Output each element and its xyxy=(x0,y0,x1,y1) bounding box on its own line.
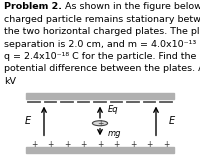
Text: E: E xyxy=(169,116,175,126)
Text: +: + xyxy=(146,140,153,149)
Text: +: + xyxy=(163,140,169,149)
Text: +: + xyxy=(113,140,120,149)
Text: q = 2.4x10⁻¹⁸ C for the particle. Find the: q = 2.4x10⁻¹⁸ C for the particle. Find t… xyxy=(4,52,196,61)
Text: Eq: Eq xyxy=(108,105,119,114)
Text: E: E xyxy=(25,116,31,126)
Text: mg: mg xyxy=(108,129,122,139)
Text: +: + xyxy=(130,140,136,149)
Circle shape xyxy=(92,121,108,126)
Text: +: + xyxy=(47,140,54,149)
Text: +: + xyxy=(80,140,87,149)
Text: potential difference between the plates. Ans: 33: potential difference between the plates.… xyxy=(4,64,200,73)
Text: +: + xyxy=(97,119,103,128)
Text: +: + xyxy=(97,140,103,149)
Bar xyxy=(26,93,174,99)
Text: As shown in the figure below, a: As shown in the figure below, a xyxy=(62,2,200,11)
Text: separation is 2.0 cm, and m = 4.0x10⁻¹³ kg and: separation is 2.0 cm, and m = 4.0x10⁻¹³ … xyxy=(4,39,200,49)
Text: +: + xyxy=(64,140,70,149)
Text: the two horizontal charged plates. The plate: the two horizontal charged plates. The p… xyxy=(4,27,200,36)
Text: Problem 2.: Problem 2. xyxy=(4,2,62,11)
Bar xyxy=(26,147,174,153)
Text: charged particle remains stationary between: charged particle remains stationary betw… xyxy=(4,15,200,24)
Text: kV: kV xyxy=(4,77,16,86)
Text: +: + xyxy=(31,140,37,149)
